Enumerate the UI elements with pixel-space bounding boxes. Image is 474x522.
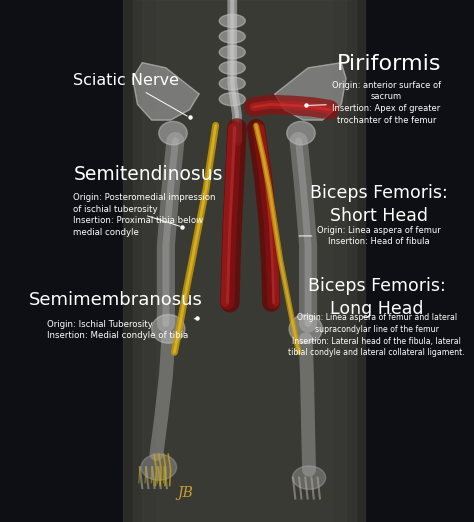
Text: Sciatic Nerve: Sciatic Nerve xyxy=(73,74,187,116)
Text: Origin: Linea aspera of femur and lateral
supracondylar line of the femur
Insert: Origin: Linea aspera of femur and latera… xyxy=(289,313,465,358)
Polygon shape xyxy=(275,63,346,120)
Bar xyxy=(133,0,356,522)
Bar xyxy=(142,0,346,522)
Ellipse shape xyxy=(287,122,315,145)
Ellipse shape xyxy=(219,15,246,27)
Text: Piriformis: Piriformis xyxy=(337,54,441,74)
Ellipse shape xyxy=(159,122,187,145)
Polygon shape xyxy=(133,63,199,120)
Bar xyxy=(156,0,332,522)
Text: Biceps Femoris:
Long Head: Biceps Femoris: Long Head xyxy=(308,277,446,318)
Text: Origin: Linea aspera of femur
Insertion: Head of fibula: Origin: Linea aspera of femur Insertion:… xyxy=(299,226,441,246)
Text: Origin: anterior surface of
sacrum
Insertion: Apex of greater
trochanter of the : Origin: anterior surface of sacrum Inser… xyxy=(309,80,441,125)
Ellipse shape xyxy=(219,30,246,43)
Ellipse shape xyxy=(219,77,246,90)
Text: Semitendinosus: Semitendinosus xyxy=(73,165,223,184)
Ellipse shape xyxy=(219,62,246,75)
Ellipse shape xyxy=(292,466,326,490)
Text: Biceps Femoris:
Short Head: Biceps Femoris: Short Head xyxy=(310,184,448,226)
Text: Origin: Ischial Tuberosity
Insertion: Medial condyle of tibia: Origin: Ischial Tuberosity Insertion: Me… xyxy=(47,318,197,340)
Ellipse shape xyxy=(152,314,185,343)
Text: JB: JB xyxy=(177,487,193,500)
Text: Semimembranosus: Semimembranosus xyxy=(28,291,202,309)
Ellipse shape xyxy=(141,454,176,480)
Text: Origin: Posteromedial impression
of ischial tuberosity
Insertion: Proximal tibia: Origin: Posteromedial impression of isch… xyxy=(73,193,216,238)
Ellipse shape xyxy=(219,93,246,105)
Bar xyxy=(123,0,365,522)
Ellipse shape xyxy=(219,46,246,58)
Ellipse shape xyxy=(289,314,322,343)
